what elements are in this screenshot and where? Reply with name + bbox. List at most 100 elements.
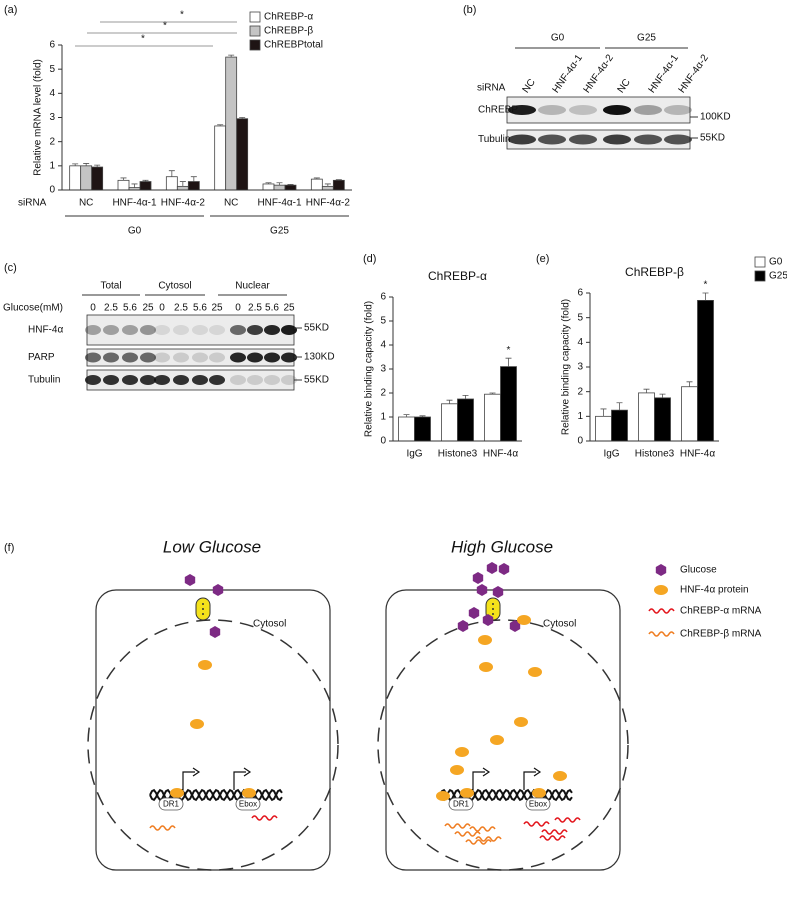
hnf4a-protein [450,765,464,775]
blot-band [507,134,537,145]
lane-label: 0 [159,303,165,314]
lane-title: Glucose(mM) [3,303,63,314]
bar [654,397,671,442]
significance-star: * [507,345,511,356]
error-bar [324,183,331,187]
glucose [482,614,494,626]
blot-band [84,352,102,363]
bar [236,118,249,191]
blot-band [229,352,247,363]
dna-strand [149,788,283,802]
bar [187,181,200,191]
panel-label: (d) [363,253,376,265]
mrna [465,839,492,845]
lane-label: HNF-4α-1 [551,52,586,95]
y-tick-label: 5 [380,316,386,327]
y-tick-label: 5 [577,312,583,323]
mrna [454,831,481,837]
transporter-dot [202,608,204,610]
blot-band [246,325,264,335]
hnf4a-protein [436,791,450,801]
binding-site [525,797,551,811]
mrna [539,835,566,841]
legend-label: G0 [769,257,783,268]
error-bar [462,395,469,399]
legend-swatch [249,25,261,37]
y-tick-label: 1 [577,411,583,422]
bar [414,416,431,442]
error-bar [702,292,709,301]
legend-label: ChREBP-β mRNA [680,629,762,640]
cell-membrane [385,589,621,871]
blot-band [280,352,298,363]
bar [284,184,297,191]
glucose [655,564,667,576]
bar [321,185,334,191]
error-bar [83,163,90,166]
panel-label: (f) [4,542,14,554]
binding-site-label: DR1 [163,800,180,809]
error-bar [686,381,693,387]
hnf4a-protein [478,635,492,645]
binding-site-label: Ebox [529,800,547,809]
hnf4a-protein [190,719,204,729]
mrna [523,821,550,827]
panel-title: High Glucose [451,537,553,556]
group-label: G0 [128,226,142,237]
tss-arrowhead [192,767,201,777]
y-tick-label: 6 [380,292,386,303]
bar [441,403,458,442]
size-marker: 130KD [304,352,335,363]
blot-membrane [506,96,691,124]
blot-band [663,105,693,115]
blot-band [246,352,264,363]
error-bar [505,357,512,367]
error-bar [72,163,79,166]
y-tick-label: 1 [380,412,386,423]
y-tick-label: 3 [380,364,386,375]
transporter-dot [492,613,494,615]
y-tick-label: 4 [577,337,583,348]
bar [117,179,130,191]
error-bar [190,176,197,182]
bar [638,392,655,442]
bar [91,166,104,191]
bar [332,179,345,191]
lane-label: 25 [142,303,154,314]
lane-label: NC [521,77,538,95]
legend-label: ChREBPtotal [264,40,323,51]
error-bar [419,415,426,417]
error-bar [94,164,101,168]
blot-band [84,375,102,385]
panel-label: (a) [4,4,17,16]
glucose [212,584,224,596]
bar [225,56,238,191]
blot-band [229,375,247,385]
x-tick-label: HNF-4α-2 [161,198,206,209]
error-bar [131,183,138,188]
x-tick-label: IgG [603,449,619,460]
blot-band [280,325,298,335]
hnf4a-protein [553,771,567,781]
blot-band [191,375,209,385]
tss-arrow [472,771,485,790]
blot-band [121,352,139,363]
error-bar [335,179,342,181]
x-tick-label: Histone3 [438,449,478,460]
hnf4a-protein [517,615,531,625]
chart-title: ChREBP-β [625,265,684,279]
glucose [486,562,498,574]
y-tick-label: 2 [49,136,55,147]
tss-arrowhead [533,767,542,777]
bar [457,398,474,442]
y-tick-label: 0 [380,436,386,447]
hnf4a-protein [532,788,546,798]
size-marker: 55KD [304,323,329,334]
hnf4a-protein [460,788,474,798]
x-tick-label: Histone3 [635,449,675,460]
significance-star: * [141,34,145,45]
y-axis-label: Relative binding capacity (fold) [364,301,375,437]
error-bar [446,399,453,404]
x-axis-label: siRNA [18,198,47,209]
